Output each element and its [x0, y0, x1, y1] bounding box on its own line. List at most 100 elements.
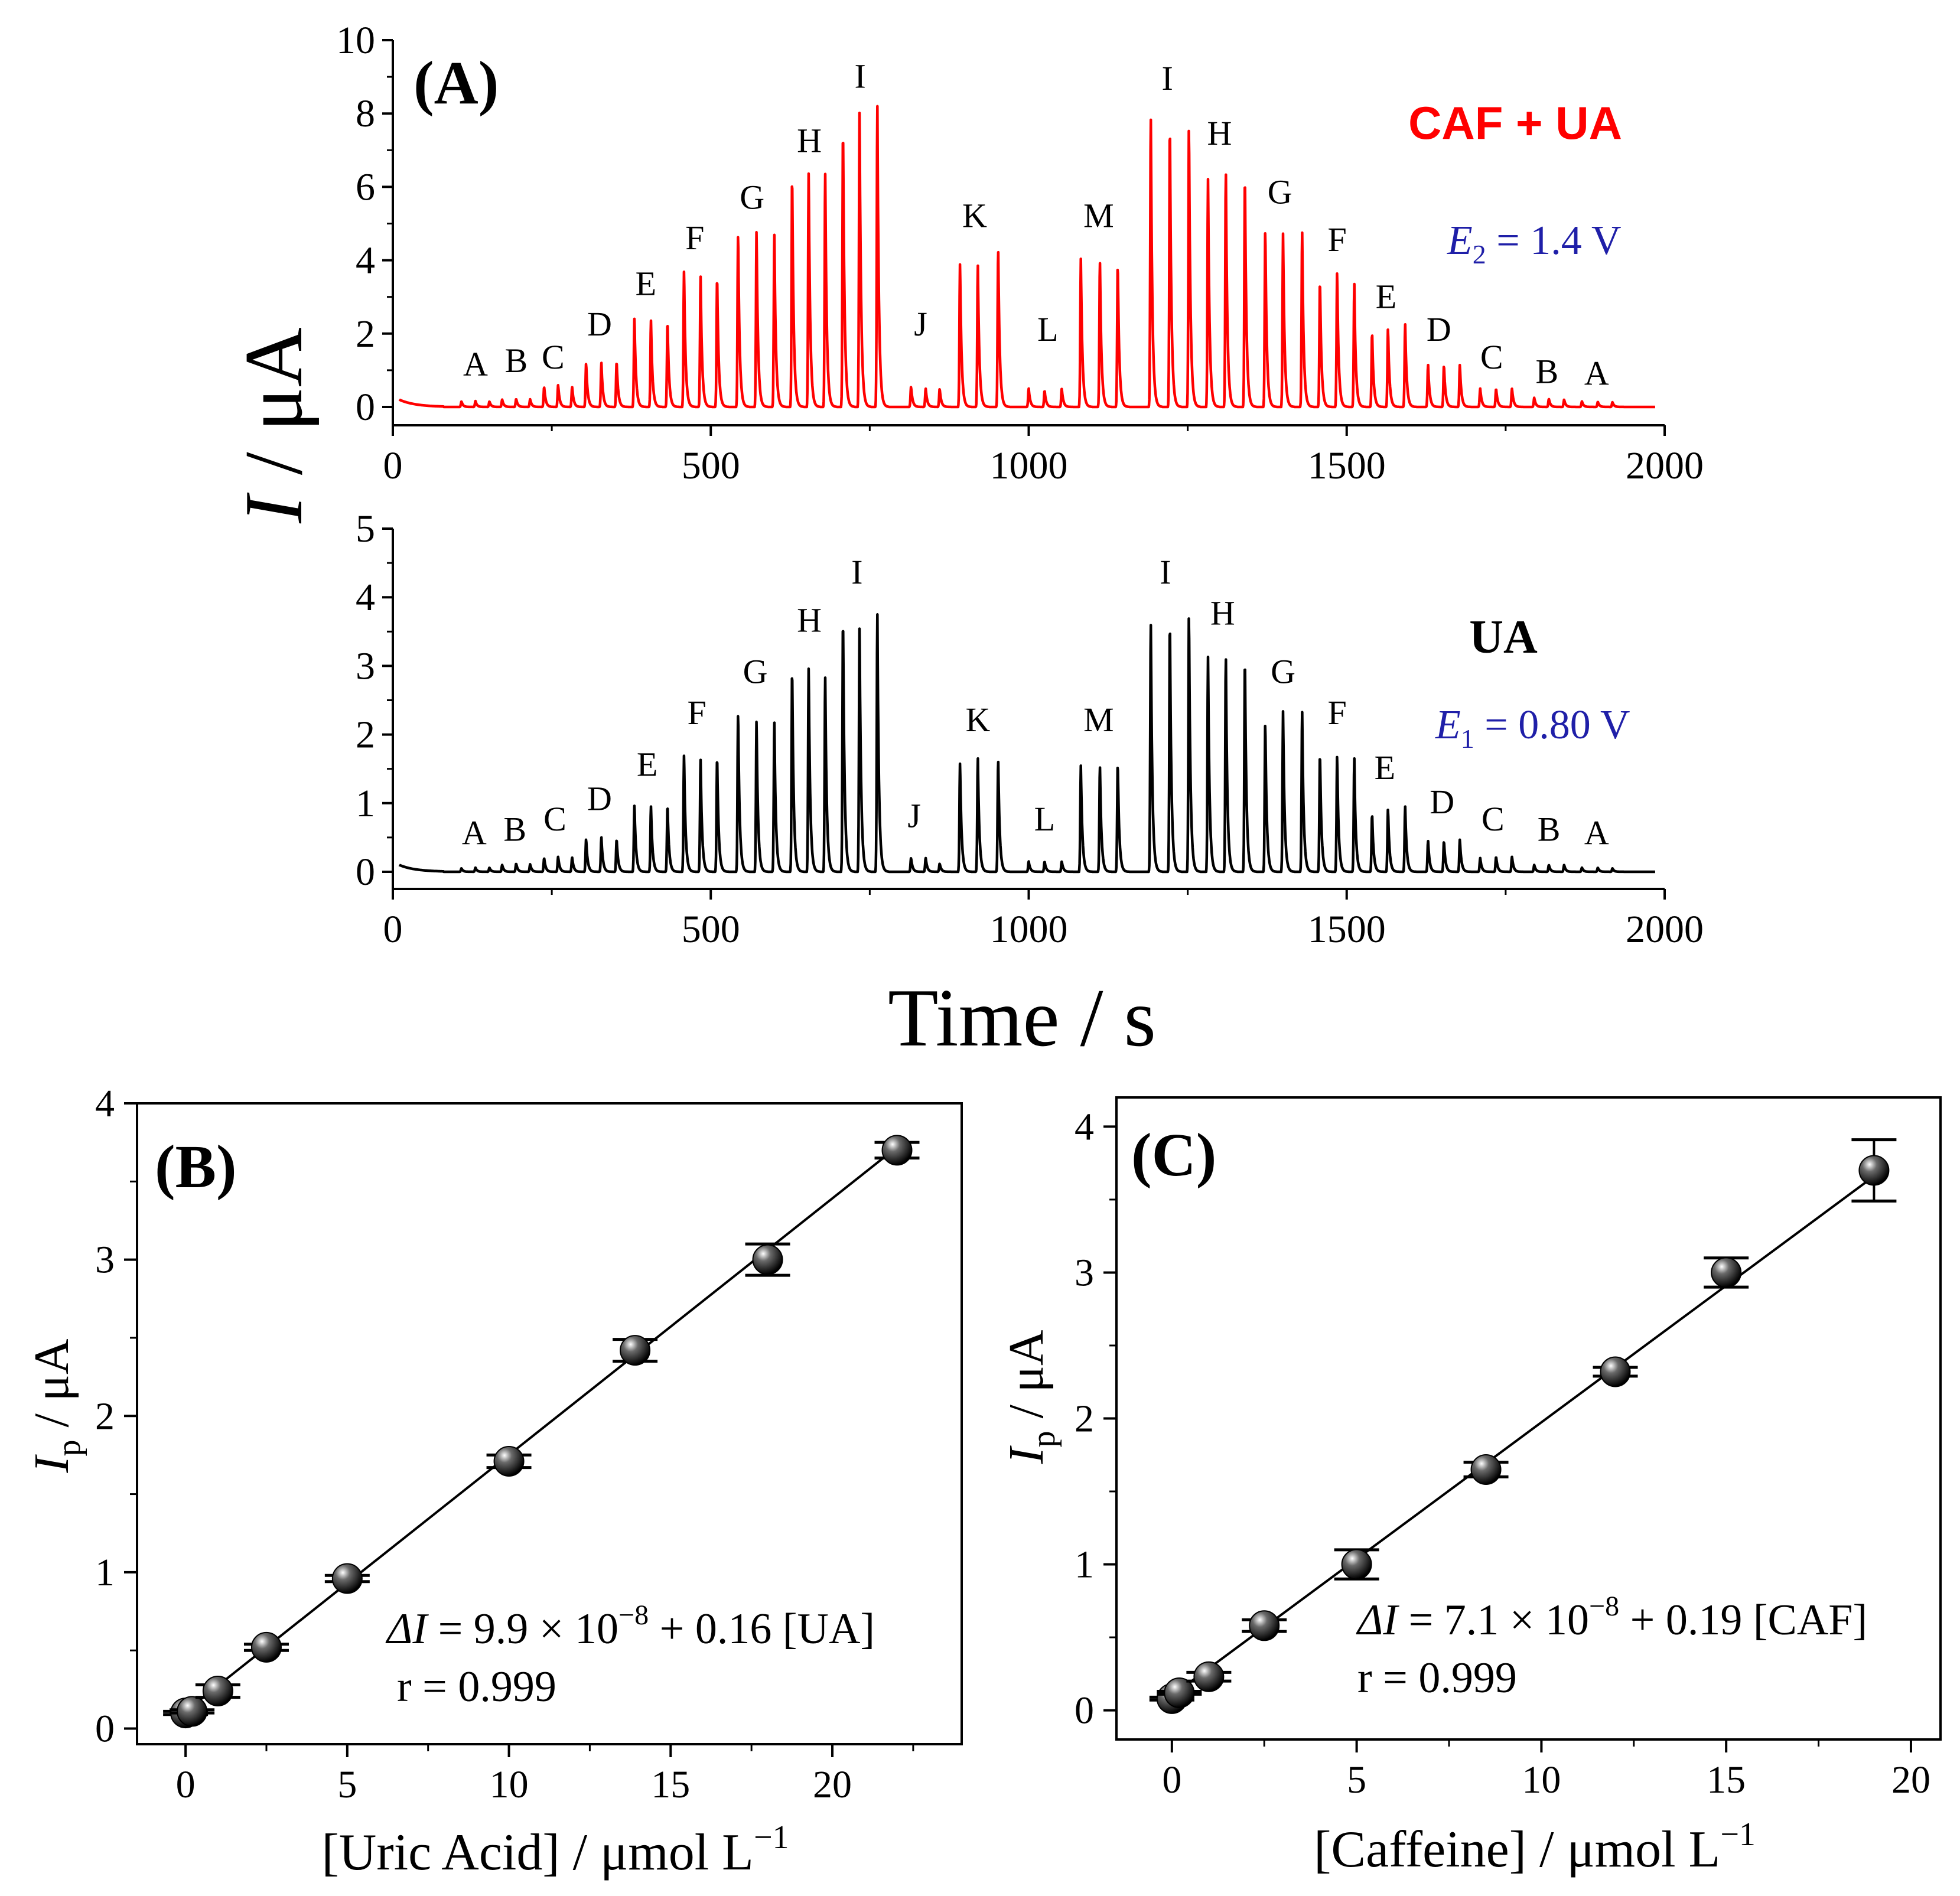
- a-top-peak-label-13: M: [1083, 197, 1114, 235]
- panel-b-data-point-3: [195, 1676, 240, 1707]
- panel-a-label: (A): [414, 49, 499, 117]
- panel-b-frame: [136, 1102, 963, 1745]
- panel-b-label: (B): [155, 1133, 237, 1201]
- a-top-peak-label-12: L: [1037, 310, 1058, 348]
- a-top-peak-label-8: H: [797, 121, 822, 159]
- panel-a-x-axis-title: Time / s: [888, 972, 1156, 1064]
- a-top-peak-label-4: D: [587, 305, 612, 343]
- a-bot-peak-label-12: L: [1034, 800, 1055, 838]
- a-top-peak-label-11: K: [962, 197, 987, 235]
- panel-c-x-axis-title: [Caffeine] / μmol L−1: [1314, 1816, 1756, 1878]
- panel-a-top-series: [398, 105, 1656, 409]
- panel-c-marker: [1193, 1661, 1225, 1692]
- a-top-peak-label-17: F: [1327, 220, 1346, 259]
- panel-c-marker: [1164, 1677, 1195, 1708]
- a-bot-y-tick-label-1: 1: [356, 782, 375, 825]
- panel-b-plot: 0 5 10 15 20 0 1 2 3 4 (B) ΔI = 9.9 × 10−8 + 0.16…: [24, 1082, 963, 1881]
- a-top-x-tick-label-1500: 1500: [1308, 444, 1386, 487]
- panel-a-y-axis-title: I / μA: [228, 327, 320, 524]
- panel-a-bottom-series: [398, 613, 1656, 874]
- panel-b-regression-line: [184, 1146, 898, 1712]
- a-bot-peak-label-14: I: [1160, 553, 1171, 591]
- a-bot-peak-label-9: I: [851, 553, 862, 591]
- a-bot-x-tick-label-500: 500: [682, 908, 740, 951]
- a-top-peak-label-9: I: [855, 57, 866, 96]
- a-top-peak-label-2: B: [504, 341, 528, 380]
- panel-b-y-axis-title: Ip / μA: [24, 1338, 87, 1473]
- a-bot-peak-label-16: G: [1271, 652, 1295, 690]
- panel-c-x-tick-label-10: 10: [1522, 1758, 1561, 1801]
- panel-a-top-axes: 0 500 1000 1500 2000 0 2 4 6 8 10: [336, 19, 1704, 487]
- a-bot-x-tick-label-2000: 2000: [1626, 908, 1704, 951]
- panel-b-marker: [177, 1696, 208, 1727]
- panel-b-x-tick-label-10: 10: [490, 1763, 529, 1806]
- panel-b-data-point-7: [613, 1335, 658, 1366]
- panel-c-points: [1149, 1138, 1897, 1714]
- panel-c-data-point-9: [1851, 1138, 1897, 1203]
- a-bot-peak-label-22: A: [1584, 814, 1609, 852]
- a-bot-x-tick-label-1500: 1500: [1308, 908, 1386, 951]
- panel-c-regression-line: [1171, 1175, 1875, 1697]
- panel-c-x-tick-label-15: 15: [1707, 1758, 1746, 1801]
- a-top-y-tick-label-10: 10: [336, 19, 375, 62]
- panel-b-y-tick-label-0: 0: [95, 1708, 115, 1751]
- panel-c-marker: [1341, 1549, 1372, 1580]
- a-top-peak-label-18: E: [1376, 277, 1396, 315]
- a-bot-peak-label-10: J: [907, 796, 921, 835]
- panel-c-data-point-8: [1704, 1256, 1749, 1289]
- panel-c-y-tick-label-4: 4: [1075, 1105, 1094, 1148]
- a-top-x-tick-label-2000: 2000: [1626, 444, 1704, 487]
- a-top-y-tick-label-6: 6: [356, 165, 375, 209]
- a-bot-y-tick-label-3: 3: [356, 644, 375, 688]
- panel-c-data-point-2: [1157, 1677, 1202, 1708]
- panel-c-marker: [1600, 1356, 1631, 1387]
- panel-c-marker: [1249, 1610, 1280, 1641]
- a-top-peak-label-19: D: [1427, 310, 1451, 348]
- a-top-peak-label-6: F: [685, 219, 704, 257]
- panel-b-x-tick-label-5: 5: [337, 1763, 357, 1806]
- panel-c-y-tick-label-3: 3: [1075, 1251, 1094, 1294]
- a-top-peak-label-5: E: [636, 265, 656, 303]
- a-bot-current-trace: [398, 613, 1656, 874]
- panel-c-r-value: r = 0.999: [1357, 1654, 1517, 1702]
- a-bot-peak-label-1: A: [462, 814, 487, 852]
- a-bot-peak-label-6: F: [687, 693, 706, 732]
- a-bot-peak-label-8: H: [797, 601, 822, 639]
- panel-b-data-point-9: [874, 1135, 920, 1166]
- a-top-x-tick-label-1000: 1000: [990, 444, 1068, 487]
- panel-b-equation: ΔI = 9.9 × 10−8 + 0.16 [UA]: [385, 1599, 875, 1653]
- a-bot-x-tick-label-0: 0: [383, 908, 403, 951]
- panel-b-data-point-4: [243, 1631, 289, 1663]
- panel-b-y-tick-label-1: 1: [95, 1551, 115, 1594]
- panel-b-marker: [202, 1676, 233, 1707]
- panel-b-x-tick-label-15: 15: [651, 1763, 690, 1806]
- a-top-y-tick-label-8: 8: [356, 92, 375, 135]
- series-ua-label: UA: [1469, 611, 1538, 663]
- a-top-peak-label-16: G: [1268, 172, 1292, 211]
- a-bot-y-tick-label-5: 5: [356, 507, 375, 550]
- panel-b-marker: [881, 1135, 913, 1166]
- panel-c-marker: [1470, 1454, 1502, 1485]
- panel-b-y-tick-label-4: 4: [95, 1082, 115, 1125]
- panel-c-y-tick-label-0: 0: [1075, 1689, 1094, 1732]
- potential-e1-label: E1 = 0.80 V: [1435, 702, 1630, 754]
- a-top-peak-label-20: C: [1480, 338, 1503, 376]
- a-bot-x-tick-label-1000: 1000: [990, 908, 1068, 951]
- panel-c-axes: 0 5 10 15 20 0 1 2 3 4: [1075, 1096, 1942, 1801]
- a-top-peak-label-15: H: [1207, 114, 1232, 152]
- panel-b-data-point-2: [170, 1696, 215, 1727]
- a-top-x-tick-label-500: 500: [682, 444, 740, 487]
- panel-c-marker: [1858, 1155, 1890, 1186]
- panel-b-marker: [331, 1563, 363, 1594]
- a-top-peak-label-10: J: [914, 305, 927, 343]
- panel-c-data-point-6: [1463, 1454, 1509, 1485]
- panel-b-x-tick-label-20: 20: [813, 1763, 852, 1806]
- a-top-peak-label-14: I: [1162, 59, 1173, 97]
- panel-c-fit-line: [1171, 1175, 1875, 1697]
- panel-c-data-point-4: [1242, 1610, 1287, 1641]
- a-top-x-tick-label-0: 0: [383, 444, 403, 487]
